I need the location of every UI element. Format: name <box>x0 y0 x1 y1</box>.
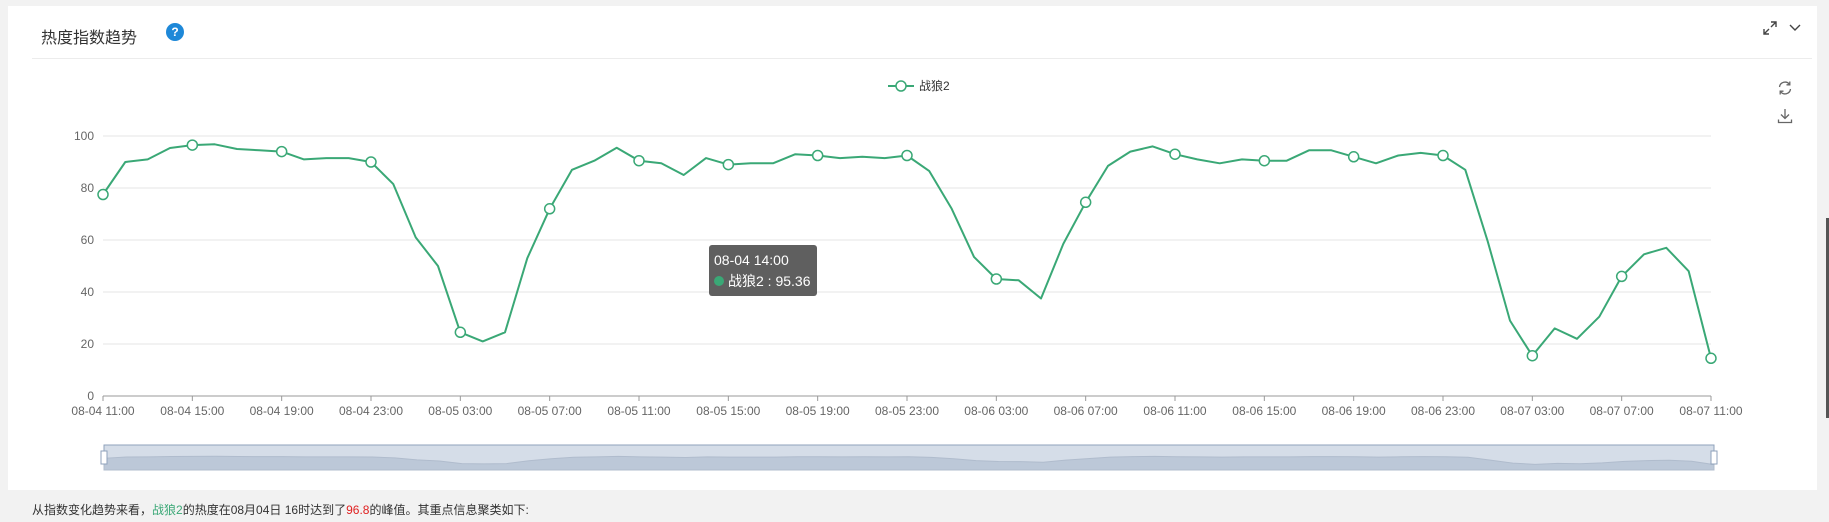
footer-suffix: 的峰值。其重点信息聚类如下: <box>369 503 529 517</box>
data-point[interactable] <box>1437 149 1449 162</box>
data-point[interactable] <box>1526 349 1539 362</box>
data-point[interactable] <box>1347 151 1360 163</box>
tooltip-title: 08-04 14:00 <box>714 252 789 268</box>
data-point[interactable] <box>1705 352 1717 365</box>
data-point[interactable] <box>1169 148 1181 160</box>
x-tick-label: 08-05 07:00 <box>518 404 582 418</box>
x-tick-label: 08-05 19:00 <box>786 404 850 418</box>
chevron-down-icon[interactable] <box>1788 20 1802 36</box>
x-tick-label: 08-05 11:00 <box>607 404 670 418</box>
data-point[interactable] <box>1258 154 1271 167</box>
x-tick-label: 08-04 23:00 <box>339 404 403 418</box>
tooltip-box <box>709 245 817 296</box>
y-tick-label: 20 <box>81 337 95 351</box>
x-tick-label: 08-05 03:00 <box>428 404 492 418</box>
x-tick-label: 08-06 19:00 <box>1322 404 1386 418</box>
data-point[interactable] <box>543 203 556 215</box>
y-tick-label: 40 <box>81 285 95 299</box>
x-tick-label: 08-04 11:00 <box>71 404 134 418</box>
x-tick-label: 08-06 23:00 <box>1411 404 1475 418</box>
data-point[interactable] <box>811 149 824 162</box>
x-tick-label: 08-07 07:00 <box>1590 404 1654 418</box>
data-point[interactable] <box>97 188 109 201</box>
footer-prefix: 从指数变化趋势来看， <box>32 503 153 517</box>
x-tick-label: 08-05 23:00 <box>875 404 939 418</box>
data-point[interactable] <box>722 158 735 171</box>
series-line-zhanlang2 <box>102 143 1712 359</box>
trend-chart: 0 20 40 60 80 100 08-04 11:00 08-04 15:00 08-04 … <box>71 78 1743 471</box>
tooltip-series-dot <box>714 276 724 286</box>
x-tick-label: 08-04 15:00 <box>160 404 224 418</box>
expand-icon[interactable] <box>1762 20 1778 36</box>
legend-marker <box>895 80 907 92</box>
datazoom-handle[interactable] <box>1710 450 1718 465</box>
y-tick-label: 60 <box>81 233 95 247</box>
x-tick-label: 08-06 15:00 <box>1232 404 1296 418</box>
legend-label[interactable]: 战狼2 <box>919 78 950 93</box>
download-icon[interactable] <box>1776 107 1794 130</box>
x-tick-label: 08-06 07:00 <box>1054 404 1118 418</box>
y-tick-label: 80 <box>81 181 95 195</box>
data-point[interactable] <box>365 156 377 168</box>
data-point[interactable] <box>275 145 288 158</box>
footer-summary: 从指数变化趋势来看，战狼2的热度在08月04日 16时达到了96.8的峰值。其重… <box>32 501 529 518</box>
x-tick-label: 08-06 11:00 <box>1143 404 1206 418</box>
x-tick-label: 08-05 15:00 <box>696 404 760 418</box>
refresh-icon[interactable] <box>1776 79 1794 102</box>
data-point[interactable] <box>990 273 1003 285</box>
datazoom-handle[interactable] <box>100 450 108 465</box>
data-point[interactable] <box>454 326 467 339</box>
data-point[interactable] <box>1079 196 1092 209</box>
page-scrollbar[interactable] <box>1826 218 1829 418</box>
data-point[interactable] <box>633 154 645 167</box>
x-tick-label: 08-06 03:00 <box>964 404 1028 418</box>
tooltip-value: 战狼2 : 95.36 <box>728 273 811 289</box>
panel-header: 热度指数趋势 ? <box>32 6 1812 59</box>
y-tick-label: 100 <box>74 129 94 143</box>
x-tick-label: 08-04 19:00 <box>250 404 314 418</box>
y-tick-label: 0 <box>87 389 94 403</box>
footer-series-name[interactable]: 战狼2 <box>152 503 183 517</box>
panel-title: 热度指数趋势 <box>41 30 138 47</box>
x-tick-label: 08-07 03:00 <box>1500 404 1564 418</box>
data-point[interactable] <box>1615 270 1628 283</box>
footer-peak-value: 96.8 <box>346 503 370 517</box>
datazoom-preview <box>103 455 1715 471</box>
footer-middle: 的热度在08月04日 16时达到了 <box>182 503 347 517</box>
data-point[interactable] <box>901 149 913 162</box>
data-point[interactable] <box>186 139 199 151</box>
question-icon[interactable]: ? <box>166 23 184 41</box>
x-tick-label: 08-07 11:00 <box>1679 404 1742 418</box>
